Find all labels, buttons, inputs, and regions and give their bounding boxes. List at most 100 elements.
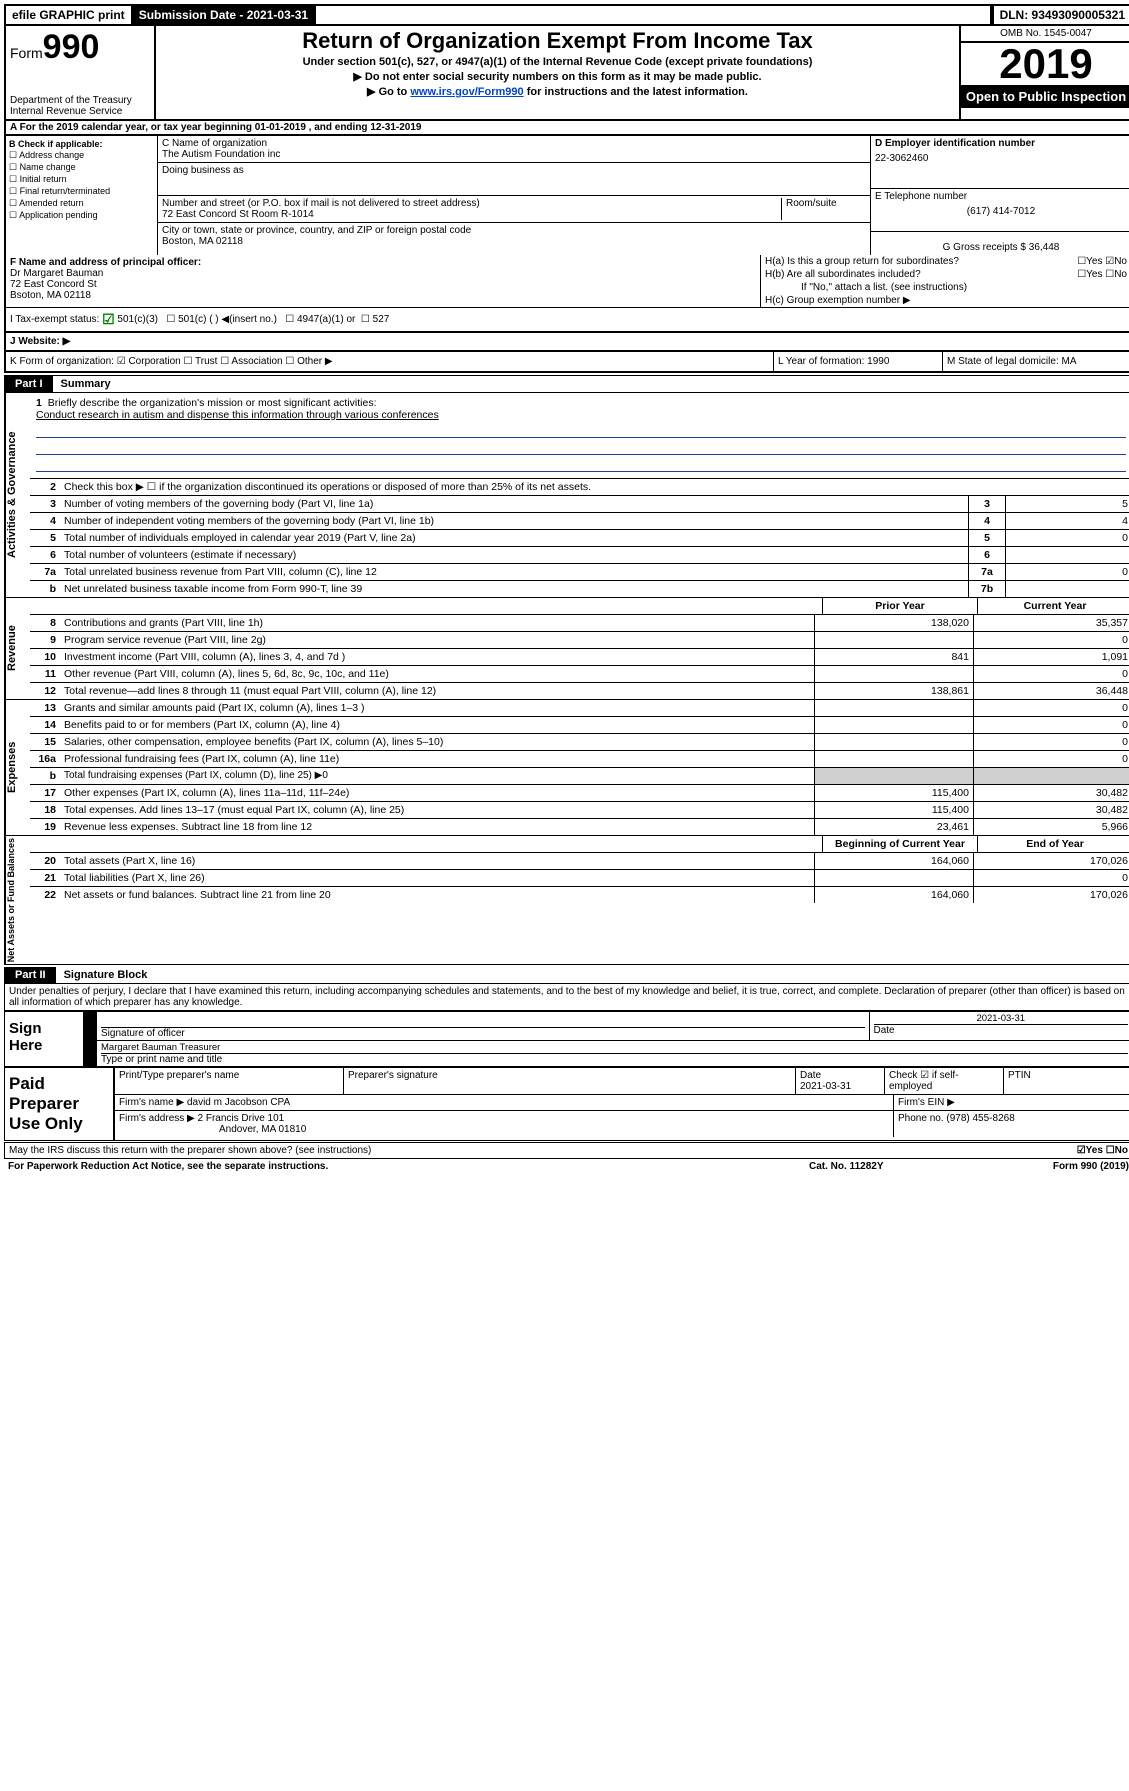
line21-desc: Total liabilities (Part X, line 26) bbox=[60, 870, 814, 886]
mission-label: Briefly describe the organization's miss… bbox=[48, 397, 377, 409]
hdr-current-year: Current Year bbox=[977, 598, 1129, 614]
line13-desc: Grants and similar amounts paid (Part IX… bbox=[60, 700, 814, 716]
firm-address-row: Firm's address ▶ 2 Francis Drive 101 And… bbox=[115, 1111, 1129, 1137]
line6-val bbox=[1005, 547, 1129, 563]
preparer-sig-label[interactable]: Preparer's signature bbox=[344, 1068, 796, 1094]
ha-yesno[interactable]: ☐Yes ☑No bbox=[1077, 256, 1127, 267]
expenses-body: 13Grants and similar amounts paid (Part … bbox=[30, 700, 1129, 835]
line19-curr: 5,966 bbox=[973, 819, 1129, 835]
line3: 3Number of voting members of the governi… bbox=[30, 495, 1129, 512]
cb-address-change[interactable]: ☐ Address change bbox=[9, 150, 154, 161]
line16a: 16aProfessional fundraising fees (Part I… bbox=[30, 750, 1129, 767]
discuss-row: May the IRS discuss this return with the… bbox=[4, 1142, 1129, 1159]
dba-label: Doing business as bbox=[162, 165, 866, 176]
part1-tab: Part I bbox=[5, 376, 53, 392]
sign-date-cell: 2021-03-31 Date bbox=[870, 1012, 1129, 1040]
row-j-website: J Website: ▶ bbox=[4, 333, 1129, 352]
opt-4947[interactable]: 4947(a)(1) or bbox=[297, 314, 355, 325]
mission-value: Conduct research in autism and dispense … bbox=[36, 409, 439, 421]
bottom-row: For Paperwork Reduction Act Notice, see … bbox=[4, 1159, 1129, 1174]
cb-name-change[interactable]: ☐ Name change bbox=[9, 162, 154, 173]
ein-cell: D Employer identification number 22-3062… bbox=[871, 136, 1129, 189]
discuss-question: May the IRS discuss this return with the… bbox=[9, 1145, 1077, 1156]
opt-501c3[interactable]: 501(c)(3) bbox=[117, 314, 158, 325]
part2-title: Signature Block bbox=[56, 967, 156, 983]
cb-initial-return[interactable]: ☐ Initial return bbox=[9, 174, 154, 185]
column-c-org: C Name of organization The Autism Founda… bbox=[158, 136, 871, 255]
firm-address-val2: Andover, MA 01810 bbox=[119, 1124, 306, 1135]
line16b-prior-shaded bbox=[814, 768, 973, 784]
street-value: 72 East Concord St Room R-1014 bbox=[162, 209, 781, 220]
principal-officer: F Name and address of principal officer:… bbox=[6, 255, 761, 307]
cb-final-return[interactable]: ☐ Final return/terminated bbox=[9, 186, 154, 197]
opt-501c[interactable]: 501(c) ( ) ◀(insert no.) bbox=[178, 314, 277, 325]
line14: 14Benefits paid to or for members (Part … bbox=[30, 716, 1129, 733]
firm-name-cell: Firm's name ▶ david m Jacobson CPA bbox=[115, 1095, 894, 1110]
line13-prior bbox=[814, 700, 973, 716]
column-d-ein: D Employer identification number 22-3062… bbox=[871, 136, 1129, 255]
form-num: 990 bbox=[43, 28, 100, 66]
street-label: Number and street (or P.O. box if mail i… bbox=[162, 198, 781, 209]
room-suite-label: Room/suite bbox=[781, 198, 866, 220]
open-inspection: Open to Public Inspection bbox=[961, 85, 1129, 108]
line5-desc: Total number of individuals employed in … bbox=[60, 530, 968, 546]
hb-yesno[interactable]: ☐Yes ☐No bbox=[1077, 269, 1127, 280]
line2-desc: Check this box ▶ ☐ if the organization d… bbox=[60, 479, 1129, 495]
header-sub2: ▶ Do not enter social security numbers o… bbox=[162, 70, 953, 83]
phone-value: (617) 414-7012 bbox=[875, 206, 1127, 217]
line17-desc: Other expenses (Part IX, column (A), lin… bbox=[60, 785, 814, 801]
firm-ein: Firm's EIN ▶ bbox=[894, 1095, 1129, 1110]
line11-curr: 0 bbox=[973, 666, 1129, 682]
submission-date: Submission Date - 2021-03-31 bbox=[133, 6, 316, 24]
line18-prior: 115,400 bbox=[814, 802, 973, 818]
section-revenue: Revenue Prior Year Current Year 8Contrib… bbox=[4, 598, 1129, 700]
prep-date-value: 2021-03-31 bbox=[800, 1081, 880, 1092]
firm-address-cell: Firm's address ▶ 2 Francis Drive 101 And… bbox=[115, 1111, 894, 1137]
paid-preparer-row: Paid Preparer Use Only Print/Type prepar… bbox=[5, 1066, 1129, 1140]
preparer-name-label: Print/Type preparer's name bbox=[115, 1068, 344, 1094]
cb-application-pending[interactable]: ☐ Application pending bbox=[9, 210, 154, 221]
check-if-applicable: B Check if applicable: bbox=[9, 139, 154, 149]
ha-row: H(a) Is this a group return for subordin… bbox=[761, 255, 1129, 268]
line22-begin: 164,060 bbox=[814, 887, 973, 903]
line15-prior bbox=[814, 734, 973, 750]
cb-amended-return[interactable]: ☐ Amended return bbox=[9, 198, 154, 209]
org-name-value: The Autism Foundation inc bbox=[162, 149, 866, 160]
city-cell: City or town, state or province, country… bbox=[158, 223, 870, 249]
line11-desc: Other revenue (Part VIII, column (A), li… bbox=[60, 666, 814, 682]
sign-here-row: Sign Here Signature of officer 2021-03-3… bbox=[5, 1010, 1129, 1066]
header-sub1: Under section 501(c), 527, or 4947(a)(1)… bbox=[162, 56, 953, 68]
line22: 22Net assets or fund balances. Subtract … bbox=[30, 886, 1129, 903]
line8-prior: 138,020 bbox=[814, 615, 973, 631]
line16b-desc: Total fundraising expenses (Part IX, col… bbox=[60, 768, 814, 784]
form990-link[interactable]: www.irs.gov/Form990 bbox=[410, 86, 523, 98]
efile-label[interactable]: efile GRAPHIC print bbox=[6, 6, 133, 24]
line19-prior: 23,461 bbox=[814, 819, 973, 835]
line13: 13Grants and similar amounts paid (Part … bbox=[30, 700, 1129, 716]
line10: 10Investment income (Part VIII, column (… bbox=[30, 648, 1129, 665]
line7a-val: 0 bbox=[1005, 564, 1129, 580]
hdr-end-year: End of Year bbox=[977, 836, 1129, 852]
line7a-desc: Total unrelated business revenue from Pa… bbox=[60, 564, 968, 580]
line19: 19Revenue less expenses. Subtract line 1… bbox=[30, 818, 1129, 835]
sign-date-label: Date bbox=[874, 1024, 1129, 1036]
vtab-net-assets: Net Assets or Fund Balances bbox=[5, 836, 30, 964]
line12-curr: 36,448 bbox=[973, 683, 1129, 699]
officer-signature-label: Signature of officer bbox=[101, 1028, 865, 1039]
opt-527[interactable]: 527 bbox=[373, 314, 390, 325]
discuss-yesno[interactable]: ☑Yes ☐No bbox=[1077, 1145, 1128, 1156]
line22-desc: Net assets or fund balances. Subtract li… bbox=[60, 887, 814, 903]
line12: 12Total revenue—add lines 8 through 11 (… bbox=[30, 682, 1129, 699]
line9-desc: Program service revenue (Part VIII, line… bbox=[60, 632, 814, 648]
self-employed-check[interactable]: Check ☑ if self-employed bbox=[885, 1068, 1004, 1094]
line16b: bTotal fundraising expenses (Part IX, co… bbox=[30, 767, 1129, 784]
line-a-tax-year: A For the 2019 calendar year, or tax yea… bbox=[4, 121, 1129, 136]
line4: 4Number of independent voting members of… bbox=[30, 512, 1129, 529]
state-domicile: M State of legal domicile: MA bbox=[943, 352, 1129, 371]
sign-date-value: 2021-03-31 bbox=[874, 1013, 1129, 1024]
column-b-checkboxes: B Check if applicable: ☐ Address change … bbox=[6, 136, 158, 255]
hb-question: H(b) Are all subordinates included? bbox=[765, 269, 1077, 280]
dba-cell: Doing business as bbox=[158, 163, 870, 196]
line18-curr: 30,482 bbox=[973, 802, 1129, 818]
officer-signature-cell[interactable]: Signature of officer bbox=[97, 1012, 870, 1040]
